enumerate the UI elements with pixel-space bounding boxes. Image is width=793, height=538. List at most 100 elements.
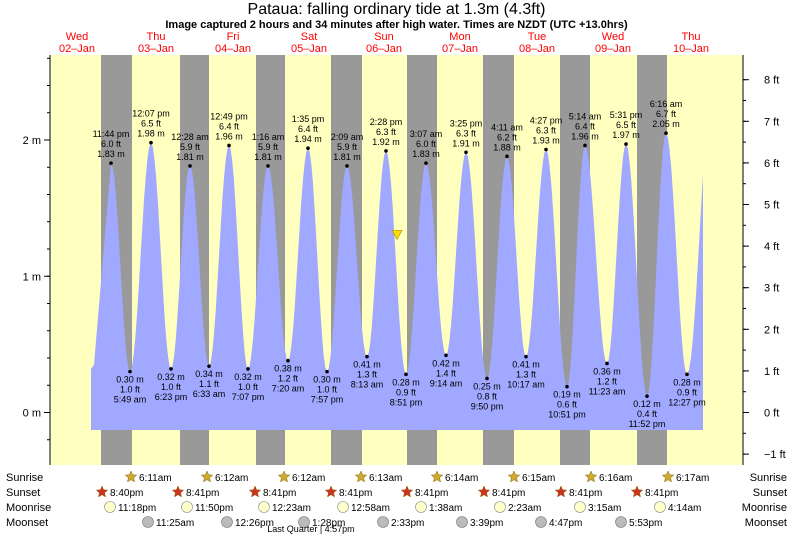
day-name: Wed — [602, 31, 624, 43]
low-tide-feet: 1.3 ft — [516, 370, 537, 380]
moonset-time: 3:39pm — [470, 518, 503, 529]
moonset-time: 1:28pm — [312, 518, 345, 529]
high-tide-point — [188, 164, 192, 168]
high-tide-point — [266, 164, 270, 168]
low-tide-feet: 0.6 ft — [557, 400, 578, 410]
page-subtitle: Image captured 2 hours and 34 minutes af… — [165, 19, 628, 31]
low-tide-time: 8:13 am — [351, 380, 384, 390]
day-name: Tue — [528, 31, 547, 43]
high-tide-meters: 1.96 m — [215, 131, 243, 141]
high-tide-time: 11:44 pm — [93, 129, 130, 139]
high-tide-point — [464, 150, 468, 155]
low-tide-meters: 0.32 m — [234, 372, 262, 382]
moonrise-time: 4:14am — [668, 503, 701, 514]
low-tide-time: 11:52 pm — [629, 419, 666, 429]
low-tide-time: 6:33 am — [193, 389, 226, 399]
sunrise-icon — [277, 470, 291, 483]
high-tide-feet: 6.0 ft — [416, 139, 437, 149]
high-tide-time: 2:09 am — [331, 132, 364, 142]
sunset-time: 8:41pm — [569, 488, 602, 499]
sunrise-icon — [507, 470, 521, 483]
sunset-icon — [248, 485, 262, 498]
moonrise-time: 3:15am — [588, 503, 621, 514]
low-tide-time: 7:07 pm — [232, 392, 265, 402]
day-date: 08–Jan — [519, 43, 555, 55]
day-name: Mon — [449, 31, 470, 43]
moonrise-icon — [258, 501, 270, 513]
day-date: 04–Jan — [215, 43, 251, 55]
row-label-right: Sunrise — [750, 472, 787, 484]
y-right-tick-label: 3 ft — [764, 283, 779, 295]
high-tide-time: 5:14 am — [569, 111, 602, 121]
sunrise-time: 6:15am — [522, 473, 555, 484]
sunrise-icon — [354, 470, 368, 483]
low-tide-time: 7:20 am — [272, 384, 305, 394]
high-tide-meters: 1.97 m — [612, 130, 640, 140]
low-tide-time: 6:23 pm — [155, 392, 188, 402]
sunrise-icon — [124, 470, 138, 483]
low-tide-feet: 0.8 ft — [477, 391, 498, 401]
low-tide-time: 5:49 am — [114, 395, 147, 405]
moonrise-time: 1:38am — [429, 503, 462, 514]
high-tide-point — [505, 154, 509, 159]
high-tide-feet: 6.4 ft — [575, 121, 596, 131]
high-tide-feet: 6.3 ft — [456, 128, 477, 138]
sunset-time: 8:41pm — [492, 488, 525, 499]
moonset-icon — [456, 516, 468, 528]
high-tide-time: 1:16 am — [252, 132, 285, 142]
high-tide-feet: 6.4 ft — [219, 121, 240, 131]
high-tide-point — [306, 146, 310, 150]
y-right-tick-label: 8 ft — [764, 75, 779, 87]
day-name: Thu — [147, 31, 166, 43]
moonset-time: 11:25am — [156, 518, 194, 529]
sunset-icon — [477, 485, 491, 498]
low-tide-meters: 0.30 m — [116, 375, 144, 385]
row-label-left: Sunset — [6, 487, 40, 499]
high-tide-feet: 5.9 ft — [337, 142, 358, 152]
high-tide-meters: 1.93 m — [532, 136, 560, 146]
low-tide-point — [444, 353, 448, 358]
low-tide-time: 10:17 am — [507, 380, 545, 390]
high-tide-point — [583, 143, 587, 148]
low-tide-feet: 0.4 ft — [637, 409, 658, 419]
moonrise-time: 12:23am — [272, 503, 311, 514]
day-name: Sun — [374, 31, 394, 43]
sunset-icon — [400, 485, 414, 498]
low-tide-point — [524, 354, 528, 359]
high-tide-point — [544, 147, 548, 152]
y-right-tick-label: 4 ft — [764, 241, 779, 253]
sunrise-time: 6:12am — [215, 473, 248, 484]
moonset-icon — [298, 516, 310, 528]
high-tide-feet: 6.2 ft — [497, 132, 518, 142]
low-tide-point — [404, 372, 408, 377]
day-date: 02–Jan — [59, 43, 95, 55]
low-tide-point — [565, 384, 569, 389]
high-tide-meters: 2.05 m — [652, 119, 680, 129]
day-date: 10–Jan — [673, 43, 709, 55]
low-tide-point — [169, 367, 173, 371]
high-tide-meters: 1.83 m — [412, 149, 440, 159]
high-tide-feet: 5.9 ft — [180, 142, 201, 152]
moonrise-time: 2:23am — [508, 503, 541, 514]
moonrise-icon — [654, 501, 666, 513]
sunrise-icon — [200, 470, 214, 483]
low-tide-time: 11:23 am — [589, 386, 626, 396]
sunrise-icon — [430, 470, 444, 483]
y-right-tick-label: 6 ft — [764, 158, 779, 170]
low-tide-meters: 0.28 m — [673, 377, 701, 387]
day-date: 03–Jan — [138, 43, 174, 55]
high-tide-meters: 1.81 m — [176, 152, 204, 162]
low-tide-feet: 1.3 ft — [357, 370, 378, 380]
row-label-left: Sunrise — [6, 472, 43, 484]
low-tide-feet: 1.2 ft — [597, 376, 618, 386]
low-tide-feet: 1.0 ft — [120, 385, 141, 395]
high-tide-meters: 1.83 m — [97, 149, 125, 159]
moonset-time: 5:53pm — [629, 518, 662, 529]
low-tide-time: 10:51 pm — [548, 410, 586, 420]
day-date: 07–Jan — [442, 43, 478, 55]
moonset-time: 2:33pm — [391, 518, 424, 529]
day-date: 05–Jan — [291, 43, 327, 55]
low-tide-meters: 0.42 m — [432, 358, 460, 368]
sunset-icon — [324, 485, 338, 498]
